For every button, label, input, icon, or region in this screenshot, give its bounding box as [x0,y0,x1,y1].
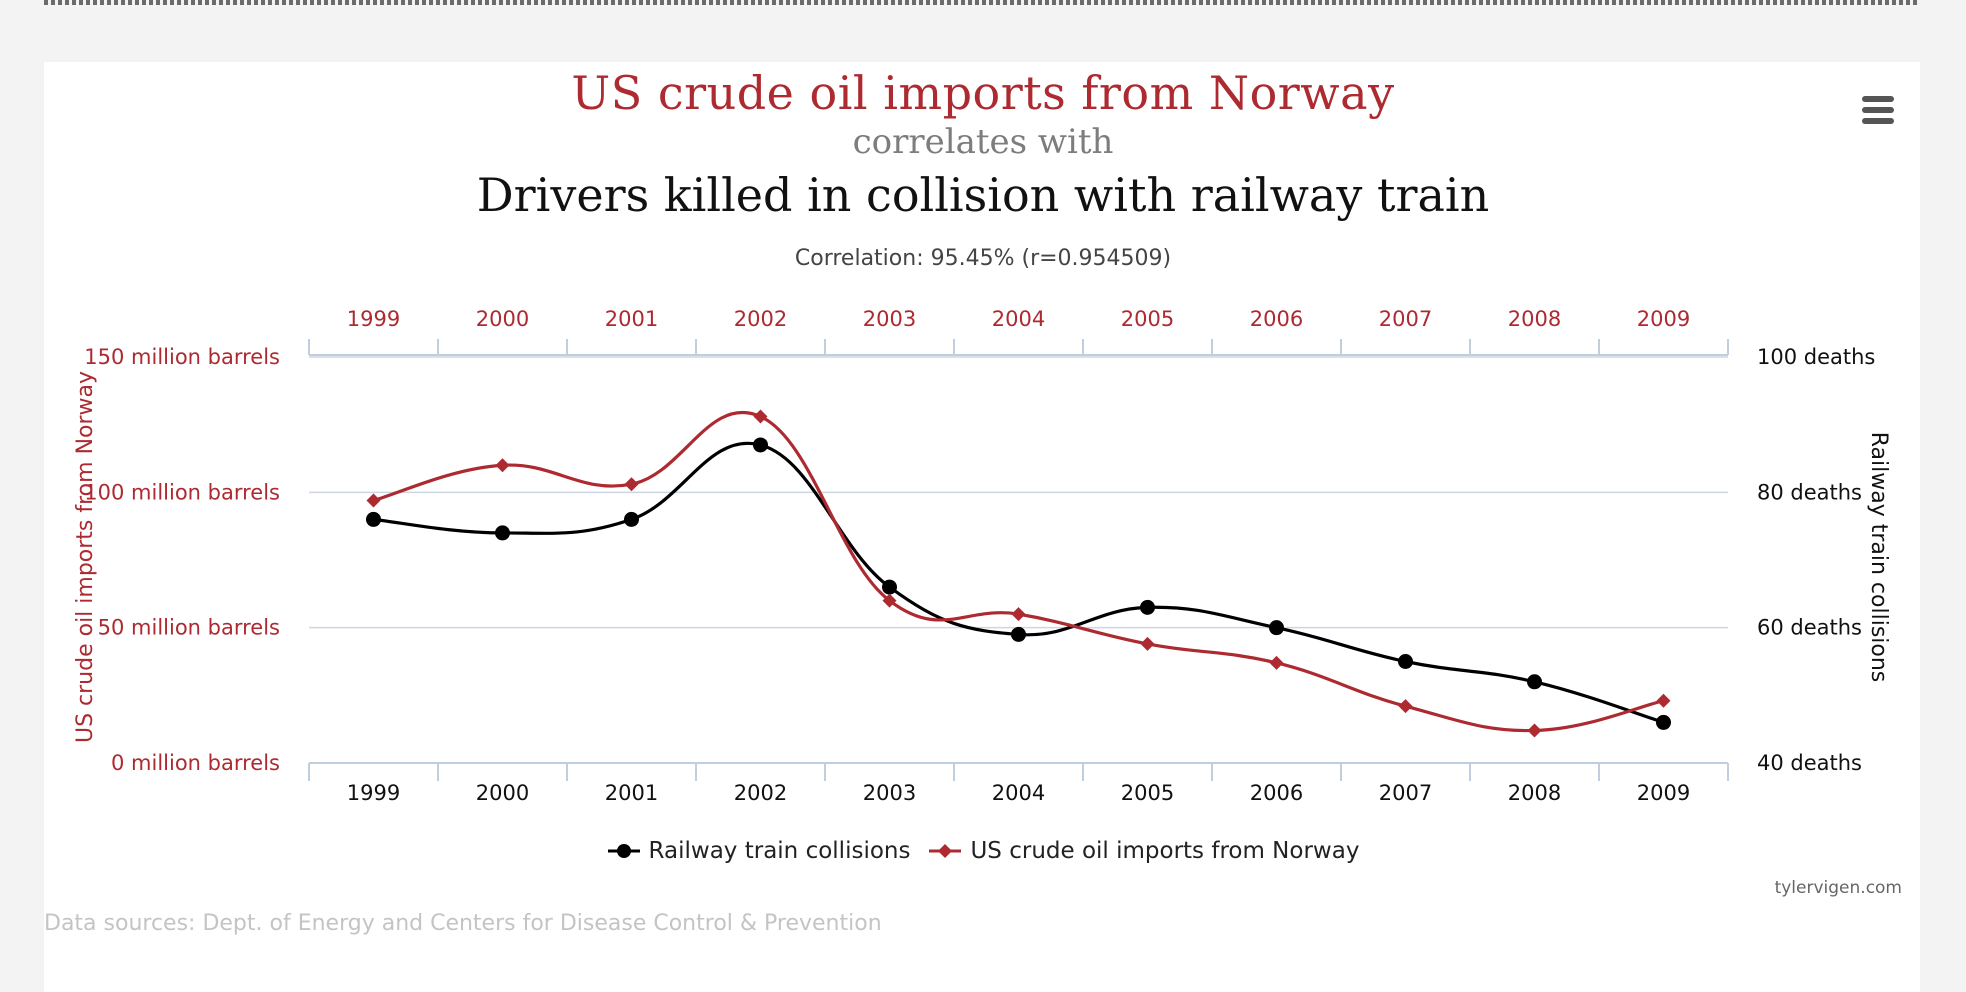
data-point-oil-imports [366,493,381,508]
data-point-railway [1398,654,1413,669]
chart-connector-text: correlates with [852,122,1114,162]
data-point-railway [1656,714,1671,730]
chart-title: US crude oil imports from Norway [571,66,1395,120]
legend-label-railway: Railway train collisions [648,838,911,864]
chart-card [44,62,1920,992]
data-point-oil-imports [495,458,510,473]
legend-item-oil-imports[interactable]: US crude oil imports from Norway [928,838,1359,864]
left-y-tick-label: 50 million barrels [98,616,280,640]
correlation-text: Correlation: 95.45% (r=0.954509) [794,246,1172,271]
chart-subtitle: Drivers killed in collision with railway… [476,168,1490,222]
bottom-x-tick-label: 2005 [1121,781,1174,805]
data-point-oil-imports [1011,607,1026,622]
data-point-oil-imports [1398,699,1413,714]
bottom-x-tick-label: 2006 [1250,781,1303,805]
left-y-tick-label: 0 million barrels [111,751,280,775]
legend-label-oil-imports: US crude oil imports from Norway [970,838,1360,864]
data-point-railway [495,525,510,541]
bottom-x-tick-label: 2007 [1379,781,1432,805]
data-point-oil-imports [1527,723,1542,738]
series-line-oil-imports [373,410,1664,733]
series-line-railway [373,441,1664,724]
circle-marker-icon [607,844,640,858]
right-y-tick-label: 100 deaths [1757,345,1875,369]
bottom-x-tick-label: 2009 [1637,781,1690,805]
top-x-tick-label: 2001 [605,307,658,331]
chart-menu-button[interactable] [1858,92,1898,128]
hamburger-menu-icon[interactable] [1858,92,1898,128]
diamond-marker-icon [929,844,962,858]
data-point-railway [366,511,381,527]
data-point-oil-imports [882,593,897,608]
data-point-railway [753,437,768,453]
chart-legend: Railway train collisions US crude oil im… [0,838,1966,864]
top-x-tick-label: 2009 [1637,307,1690,331]
data-point-railway [1011,626,1026,642]
data-point-railway [1269,620,1284,636]
right-y-tick-label: 40 deaths [1757,751,1862,775]
data-point-oil-imports [624,477,639,492]
bottom-x-tick-label: 2008 [1508,781,1561,805]
bottom-x-tick-label: 2004 [992,781,1045,805]
data-point-railway [1527,674,1542,690]
bottom-x-tick-label: 2001 [605,781,658,805]
data-sources-text: Data sources: Dept. of Energy and Center… [44,911,882,936]
data-point-railway [624,511,639,527]
top-x-tick-label: 2008 [1508,307,1561,331]
data-point-oil-imports [1140,636,1155,651]
top-x-tick-label: 2006 [1250,307,1303,331]
bottom-x-tick-label: 2003 [863,781,916,805]
bottom-x-tick-label: 2000 [476,781,529,805]
data-point-railway [882,579,897,595]
top-x-tick-label: 2004 [992,307,1045,331]
legend-item-railway[interactable]: Railway train collisions [607,838,911,864]
data-point-oil-imports [753,409,768,424]
credit-link[interactable]: tylervigen.com [1774,878,1902,898]
right-y-axis-title: Railway train collisions [1866,432,1891,683]
bottom-x-tick-label: 1999 [347,781,400,805]
data-point-railway [1140,599,1155,615]
data-point-oil-imports [1269,655,1284,670]
top-x-tick-label: 2002 [734,307,787,331]
left-y-tick-label: 150 million barrels [84,345,280,369]
right-y-tick-label: 80 deaths [1757,480,1862,504]
data-point-oil-imports [1656,693,1671,708]
top-x-tick-label: 1999 [347,307,400,331]
left-y-axis-title: US crude oil imports from Norway [73,371,98,743]
left-y-tick-label: 100 million barrels [84,480,280,504]
right-y-tick-label: 60 deaths [1757,616,1862,640]
dotted-divider [44,0,1920,5]
top-x-tick-label: 2007 [1379,307,1432,331]
top-x-tick-label: 2003 [863,307,916,331]
top-x-tick-label: 2005 [1121,307,1174,331]
top-x-tick-label: 2000 [476,307,529,331]
bottom-x-tick-label: 2002 [734,781,787,805]
